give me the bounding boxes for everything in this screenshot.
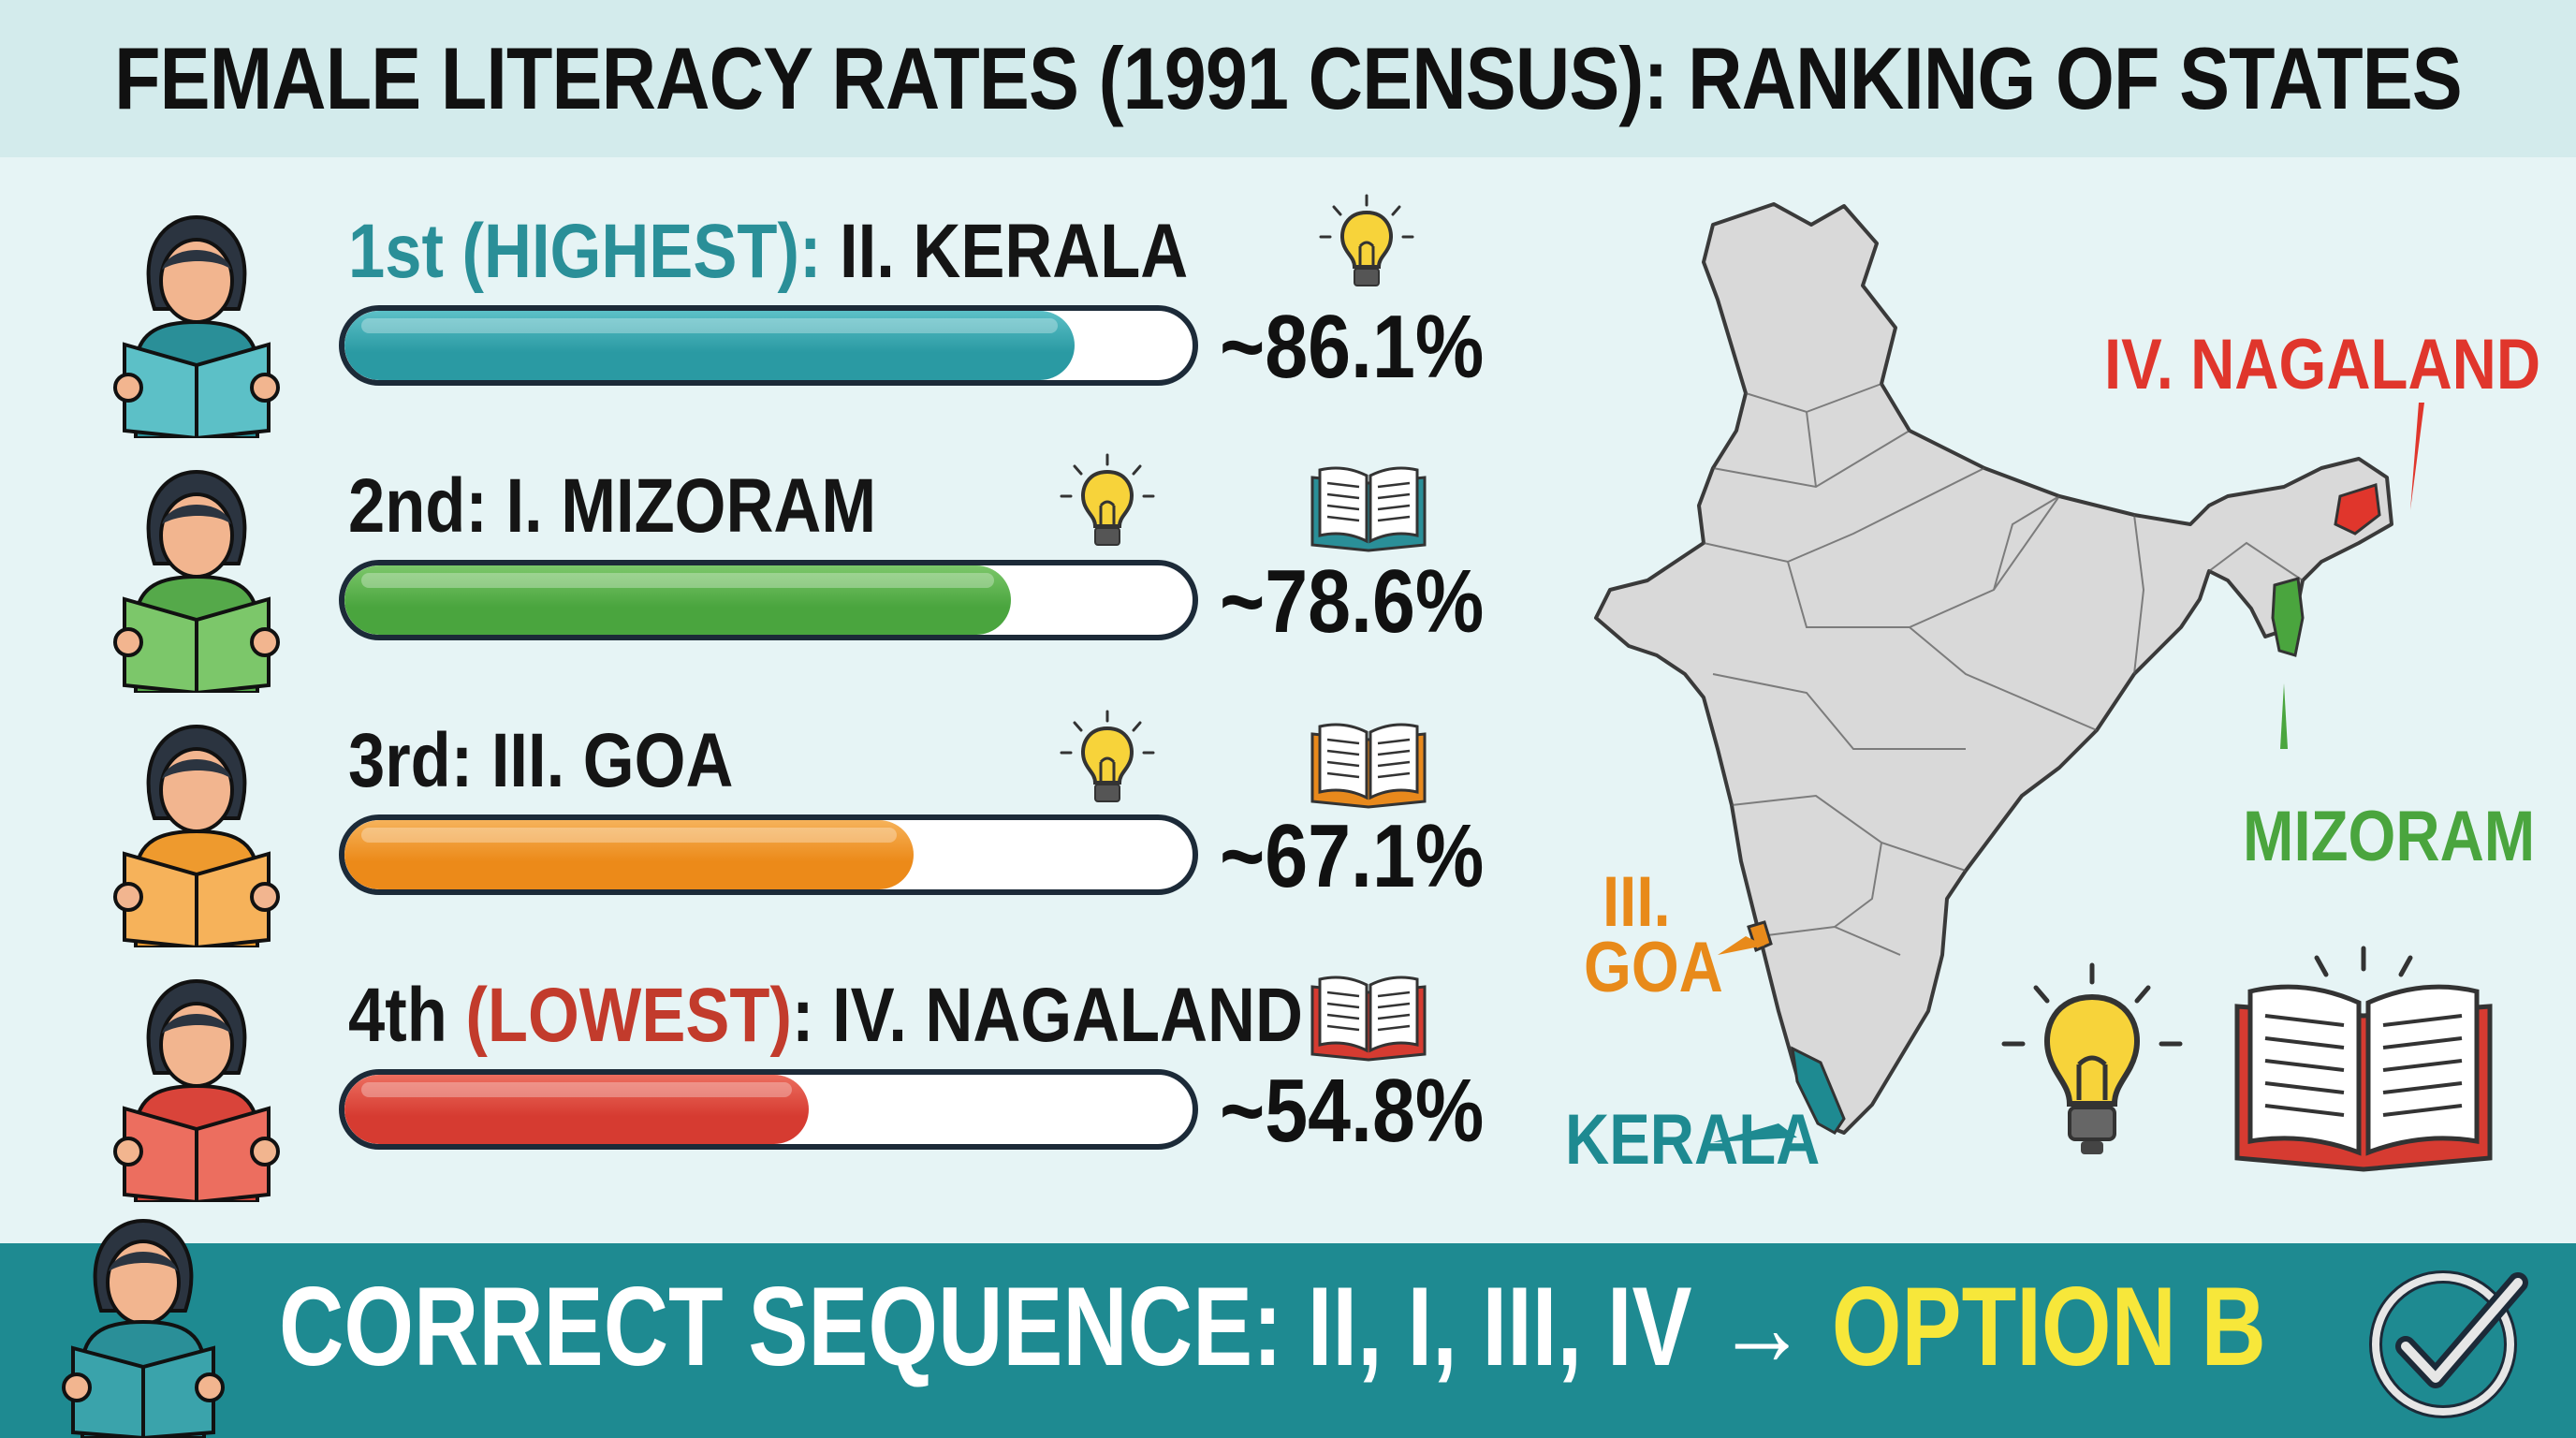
woman-reading-icon [113,469,280,693]
woman-reading-icon [62,1218,225,1438]
woman-reading-icon [113,724,280,947]
rank-label: 4th (LOWEST): IV. NAGALAND [348,973,1303,1058]
answer-text: CORRECT SEQUENCE: II, I, III, IV → OPTIO… [279,1262,2266,1391]
rank-note: (HIGHEST) [461,209,799,294]
bar-track [339,1069,1198,1150]
woman-reading-icon [113,214,280,438]
map-label-kerala: KERALA [1565,1100,1821,1180]
value-label: ~78.6% [1220,551,1485,652]
answer-sequence: CORRECT SEQUENCE: II, I, III, IV → [279,1264,1832,1389]
bar-track [339,814,1198,895]
state-name: II. KERALA [840,209,1189,294]
lightbulb-icon [1060,453,1155,546]
india-map [1594,202,2424,1142]
state-name: IV. NAGALAND [832,973,1303,1058]
map-label-nagaland: IV. NAGALAND [2104,325,2541,404]
state-name: I. MIZORAM [505,463,877,549]
bar-fill [344,1075,809,1144]
map-label-goa-line1: III. [1603,862,1671,942]
ranking-row: 2nd: I. MIZORAM ~78.6% [0,459,1535,712]
answer-option: OPTION B [1831,1264,2266,1389]
page-title: FEMALE LITERACY RATES (1991 CENSUS): RAN… [114,29,2463,127]
value-label: ~86.1% [1220,297,1485,397]
bar-fill [344,565,1011,635]
ranking-row: 4th (LOWEST): IV. NAGALAND ~54.8% [0,968,1535,1221]
lightbulb-icon [1319,194,1414,286]
lightbulb-icon [1060,710,1155,802]
state-name: III. GOA [490,718,734,803]
title-band: FEMALE LITERACY RATES (1991 CENSUS): RAN… [0,0,2576,157]
ranking-row: 1st (HIGHEST): II. KERALA ~86.1% [0,204,1535,457]
mizoram-pointer [2280,683,2288,749]
nagaland-region [2334,483,2381,536]
rank-ordinal: 1st [348,209,444,294]
mizoram-region [2271,577,2305,657]
rank-note: (LOWEST) [465,973,792,1058]
woman-reading-icon [113,978,280,1202]
kerala-region [1791,1046,1846,1135]
value-label: ~54.8% [1220,1061,1485,1161]
bar-track [339,560,1198,640]
open-book-icon [1310,466,1427,552]
open-book-icon [1310,976,1427,1062]
rank-label: 3rd: III. GOA [348,718,734,803]
rank-ordinal: 4th [348,973,447,1058]
rank-label: 1st (HIGHEST): II. KERALA [348,209,1189,294]
rank-ordinal: 3rd [348,718,451,803]
open-book-icon [1310,723,1427,809]
answer-band [0,1243,2576,1438]
bar-track [339,305,1198,386]
ranking-row: 3rd: III. GOA ~67.1% [0,713,1535,966]
lightbulb-icon [2001,962,2183,1154]
bar-fill [344,820,914,889]
rank-label: 2nd: I. MIZORAM [348,463,877,549]
nagaland-pointer [2410,403,2424,510]
map-label-goa-line2: GOA [1584,928,1723,1007]
value-label: ~67.1% [1220,806,1485,906]
open-book-icon [2234,946,2493,1172]
goa-pointer [1718,936,1764,955]
bar-fill [344,311,1075,380]
map-label-mizoram: MIZORAM [2243,797,2536,876]
rank-ordinal: 2nd [348,463,466,549]
checkmark-icon [2369,1270,2528,1418]
kerala-pointer [1713,1123,1797,1142]
